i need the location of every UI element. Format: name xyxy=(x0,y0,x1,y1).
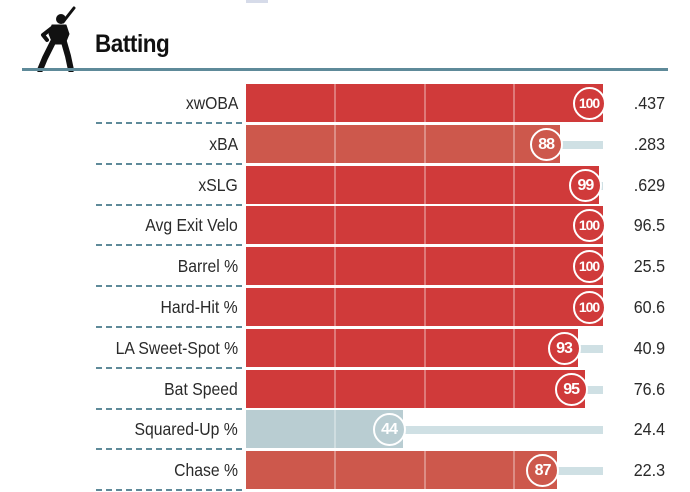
percentile-gridline xyxy=(512,206,515,245)
percentile-gridline xyxy=(423,288,426,326)
percentile-gridline xyxy=(423,328,426,367)
percentile-gridline xyxy=(334,410,337,449)
percentile-gridline xyxy=(512,124,515,163)
percentile-badge: 95 xyxy=(554,372,588,406)
metric-label: Barrel % xyxy=(177,256,238,277)
percentile-gridline xyxy=(334,369,337,408)
percentile-badge: 99 xyxy=(568,168,602,202)
section-header: Batting xyxy=(0,0,690,72)
row-divider xyxy=(96,326,242,328)
percentile-bar xyxy=(246,124,561,163)
metric-value: 60.6 xyxy=(633,297,665,317)
metric-row: Barrel % 100 25.5 xyxy=(0,247,690,288)
metric-row: LA Sweet-Spot % 93 40.9 xyxy=(0,328,690,370)
percentile-badge: 100 xyxy=(572,250,606,284)
percentile-gridline xyxy=(423,165,426,204)
metric-label: LA Sweet-Spot % xyxy=(115,337,238,358)
percentile-gridline xyxy=(512,247,515,286)
metric-value: 22.3 xyxy=(633,460,665,481)
metric-row: xBA 88 .283 xyxy=(0,124,690,166)
metric-label: Bat Speed xyxy=(164,378,238,399)
row-divider xyxy=(96,448,242,451)
metric-label: xBA xyxy=(209,133,238,154)
metric-row: xSLG 99 .629 xyxy=(0,165,690,207)
metric-label: xSLG xyxy=(198,174,238,195)
percentile-gridline xyxy=(512,451,515,490)
percentile-gridline xyxy=(334,451,337,490)
percentile-bar xyxy=(246,288,603,326)
percentile-badge: 44 xyxy=(372,413,406,447)
metric-label: xwOBA xyxy=(185,93,238,113)
percentile-gridline xyxy=(334,165,337,204)
percentile-gridline xyxy=(334,328,337,367)
metric-row: xwOBA 100 .437 xyxy=(0,84,690,125)
title-divider xyxy=(22,68,668,71)
metric-value: 76.6 xyxy=(633,378,665,399)
percentile-bar xyxy=(246,206,603,245)
percentile-gridline xyxy=(512,84,515,122)
percentile-bar xyxy=(246,451,557,490)
metric-value: 25.5 xyxy=(633,256,665,277)
percentile-bar xyxy=(246,247,603,286)
percentile-gridline xyxy=(423,124,426,163)
percentile-badge: 100 xyxy=(572,209,606,243)
percentile-gridline xyxy=(512,165,515,204)
row-divider xyxy=(96,489,242,492)
percentile-bar xyxy=(246,369,586,408)
metric-label: Avg Exit Velo xyxy=(145,215,238,236)
percentile-gridline xyxy=(423,84,426,122)
percentile-gridline xyxy=(334,288,337,326)
metric-value: 96.5 xyxy=(633,215,665,236)
metric-value: .437 xyxy=(633,93,665,113)
percentile-gridline xyxy=(334,206,337,245)
percentile-track xyxy=(246,426,603,435)
metric-label: Chase % xyxy=(174,460,238,481)
percentile-badge: 87 xyxy=(526,454,560,488)
metric-label: Squared-Up % xyxy=(134,419,238,440)
percentile-gridline xyxy=(423,451,426,490)
percentile-gridline xyxy=(423,206,426,245)
percentile-gridline xyxy=(512,288,515,326)
percentile-gridline xyxy=(334,124,337,163)
percentile-badge: 100 xyxy=(572,291,606,324)
row-divider xyxy=(96,122,242,124)
percentile-gridline xyxy=(423,247,426,286)
row-divider xyxy=(96,244,242,247)
row-divider xyxy=(96,407,242,410)
metric-value: .629 xyxy=(633,174,665,195)
percentile-badge: 100 xyxy=(572,87,606,120)
batter-silhouette-icon xyxy=(37,6,76,72)
metric-row: Avg Exit Velo 100 96.5 xyxy=(0,206,690,247)
percentile-gridline xyxy=(512,369,515,408)
row-divider xyxy=(96,366,242,369)
percentile-bar xyxy=(246,84,603,122)
metric-value: .283 xyxy=(633,133,665,154)
section-title: Batting xyxy=(95,30,170,58)
top-edge-mark xyxy=(246,0,268,3)
metric-row: Chase % 87 22.3 xyxy=(0,451,690,492)
percentile-gridline xyxy=(334,84,337,122)
row-divider xyxy=(96,162,242,165)
metric-row: Hard-Hit % 100 60.6 xyxy=(0,288,690,329)
metric-value: 40.9 xyxy=(633,337,665,358)
percentile-gridline xyxy=(423,369,426,408)
percentile-gridline xyxy=(334,247,337,286)
metric-row: Bat Speed 95 76.6 xyxy=(0,369,690,411)
percentile-badge: 93 xyxy=(547,331,581,365)
row-divider xyxy=(96,203,242,206)
percentile-gridline xyxy=(512,328,515,367)
percentile-bar xyxy=(246,328,578,367)
row-divider xyxy=(96,285,242,288)
percentile-bar xyxy=(246,165,600,204)
metric-value: 24.4 xyxy=(633,419,665,440)
metric-label: Hard-Hit % xyxy=(160,297,238,317)
percentile-badge: 88 xyxy=(529,127,563,161)
metric-row: Squared-Up % 44 24.4 xyxy=(0,410,690,451)
